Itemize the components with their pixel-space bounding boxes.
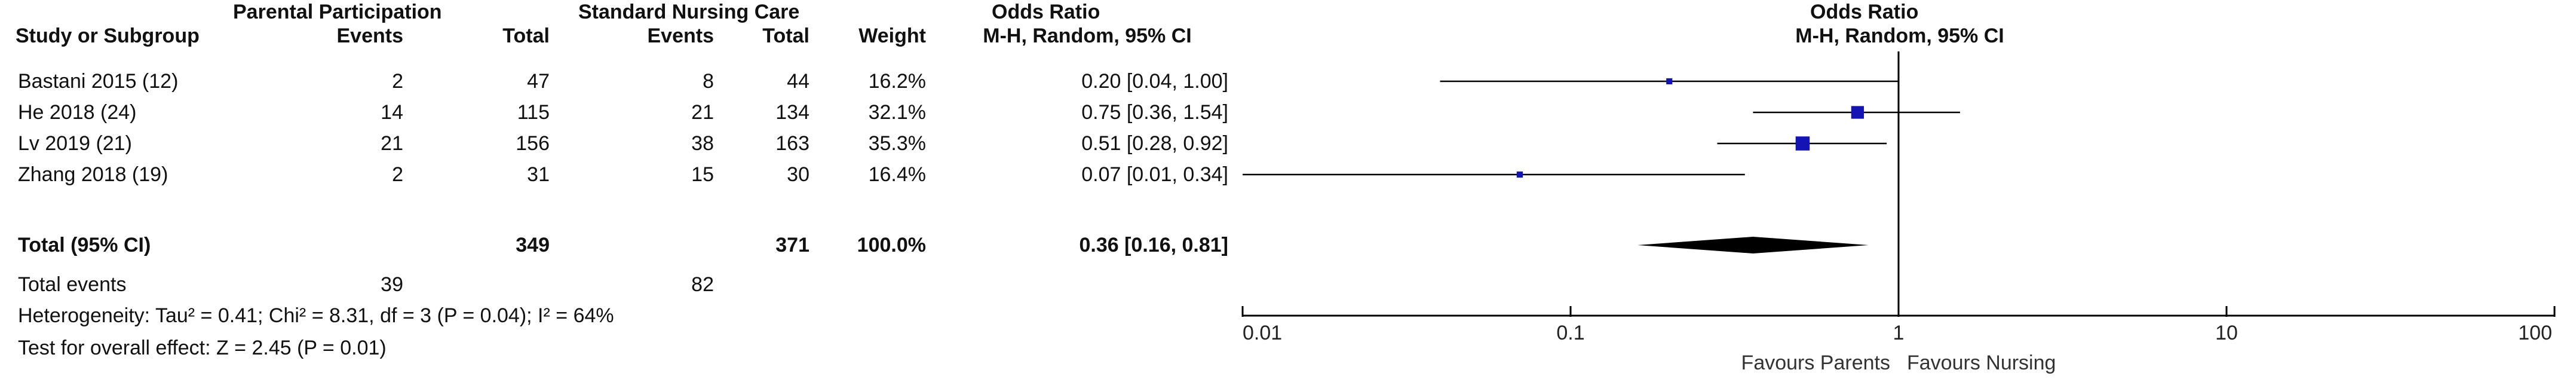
study-point-estimate [1795,136,1810,151]
x-axis-ticks: 0.01 0.1 1 10 100 [1241,306,2556,344]
x-tick-label: 100 [2518,322,2552,344]
study-name: He 2018 (24) [18,101,137,124]
study-point-estimate [1666,78,1673,85]
favours-left-label: Favours Parents [1741,352,1890,374]
study-total1: 115 [517,101,550,124]
study-ci-text: 0.75 [0.36, 1.54] [1081,101,1228,124]
study-events1: 2 [392,163,403,186]
study-weight: 35.3% [868,132,926,155]
pooled-diamond [1637,237,1869,253]
study-weight: 16.2% [868,70,926,93]
total-weight: 100.0% [857,234,926,256]
total-label: Total (95% CI) [18,234,151,256]
events1-column-header: Events [336,25,404,47]
total-total1: 349 [516,234,550,256]
or-plot-header: Odds Ratio [1810,1,1919,23]
study-point-estimate [1851,106,1864,119]
study-ci-text: 0.20 [0.04, 1.00] [1081,70,1228,93]
study-total2: 44 [787,70,809,93]
study-events2: 8 [703,70,714,93]
study-events2: 21 [691,101,714,124]
overall-effect-text: Test for overall effect: Z = 2.45 (P = 0… [18,337,387,359]
group2-header: Standard Nursing Care [578,1,800,23]
total-events-label: Total events [18,273,127,296]
study-total2: 163 [775,132,809,155]
total1-column-header: Total [502,25,550,47]
study-total2: 30 [787,163,809,186]
study-point-estimate [1516,171,1523,178]
study-events1: 14 [381,101,403,124]
study-weight: 16.4% [868,163,926,186]
total-events2: 82 [691,273,714,296]
study-name: Zhang 2018 (19) [18,163,168,186]
study-ci-text: 0.51 [0.28, 0.92] [1081,132,1228,155]
events2-column-header: Events [647,25,714,47]
heterogeneity-text: Heterogeneity: Tau² = 0.41; Chi² = 8.31,… [18,304,614,327]
study-total1: 156 [516,132,550,155]
total-total2: 371 [775,234,809,256]
study-events1: 2 [392,70,403,93]
x-tick-label: 0.1 [1556,322,1584,344]
total2-column-header: Total [762,25,809,47]
x-tick-label: 10 [2215,322,2238,344]
study-marks [1243,78,1960,178]
total-events1: 39 [381,273,403,296]
study-ci-text: 0.07 [0.01, 0.34] [1081,163,1228,186]
method-plot-header: M-H, Random, 95% CI [1795,25,2004,47]
study-total1: 47 [527,70,550,93]
study-weight: 32.1% [868,101,926,124]
or-table-header: Odds Ratio [992,1,1100,23]
study-column-header: Study or Subgroup [16,25,200,47]
study-events1: 21 [381,132,403,155]
study-total1: 31 [527,163,550,186]
study-name: Lv 2019 (21) [18,132,132,155]
favours-right-label: Favours Nursing [1907,352,2056,374]
study-events2: 15 [691,163,714,186]
study-events2: 38 [691,132,714,155]
x-tick-label: 0.01 [1243,322,1282,344]
x-tick-label: 1 [1893,322,1905,344]
total-ci-text: 0.36 [0.16, 0.81] [1079,234,1228,256]
weight-column-header: Weight [858,25,926,47]
method-table-header: M-H, Random, 95% CI [983,25,1192,47]
group1-header: Parental Participation [233,1,442,23]
study-name: Bastani 2015 (12) [18,70,179,93]
study-total2: 134 [775,101,809,124]
